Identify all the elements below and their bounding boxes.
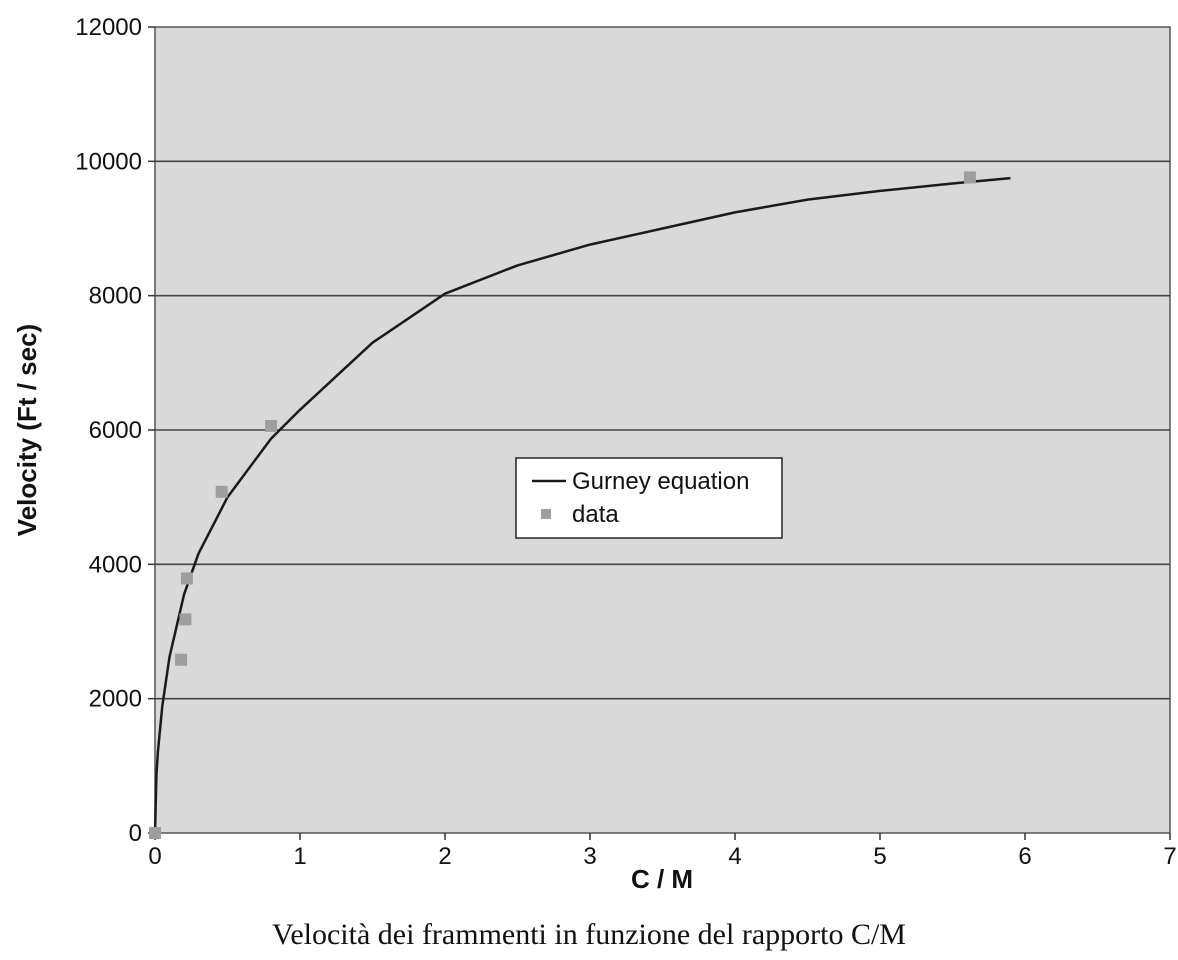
x-tick-label: 6	[1018, 843, 1031, 870]
data-point	[179, 613, 192, 626]
data-point	[215, 485, 228, 498]
x-axis-ticks: 0 1 2 3 4 5 6 7	[148, 833, 1177, 870]
gurney-equation-line	[153, 176, 1011, 834]
x-axis-title: C / M	[631, 864, 693, 894]
gridlines	[155, 160, 1170, 700]
y-tick-label: 12000	[75, 14, 142, 41]
data-point	[180, 572, 193, 585]
y-tick-label: 6000	[89, 417, 142, 444]
data-point	[963, 171, 976, 184]
x-tick-label: 1	[293, 843, 306, 870]
y-axis-ticks: 0 2000 4000 6000 8000 10000 12000	[75, 14, 155, 847]
legend-box	[515, 457, 783, 539]
data-point	[149, 827, 161, 839]
chart: 0 2000 4000 6000 8000 10000 12000 0 1 2 3 4 5 6 7 C /…	[12, 14, 1177, 894]
x-tick-label: 2	[438, 843, 451, 870]
data-point	[175, 653, 188, 666]
legend-gurney-label: Gurney equation	[572, 468, 749, 495]
y-tick-label: 2000	[89, 686, 142, 713]
figure-caption: Velocità dei frammenti in funzione del r…	[272, 918, 906, 951]
y-tick-label: 0	[129, 820, 142, 847]
x-tick-label: 7	[1163, 843, 1176, 870]
x-tick-label: 3	[583, 843, 596, 870]
y-tick-label: 8000	[89, 283, 142, 310]
y-axis-title: Velocity (Ft / sec)	[12, 324, 42, 536]
x-tick-label: 5	[873, 843, 886, 870]
x-tick-label: 4	[728, 843, 741, 870]
y-tick-label: 10000	[75, 148, 142, 175]
data-point	[265, 419, 277, 432]
series-group	[149, 171, 1011, 839]
x-tick-label: 0	[148, 843, 161, 870]
legend-data-label: data	[572, 501, 619, 528]
legend-data-marker	[541, 509, 551, 519]
y-tick-label: 4000	[89, 551, 142, 578]
legend: Gurney equation data	[515, 457, 783, 539]
